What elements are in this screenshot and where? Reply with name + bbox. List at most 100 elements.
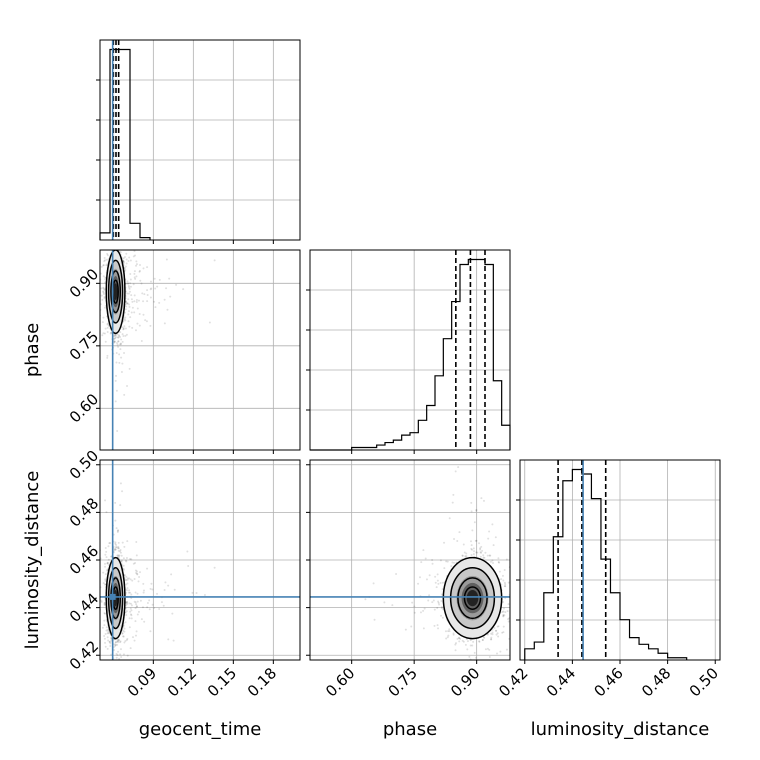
sample-point: [564, 625, 566, 627]
sample-point: [108, 238, 110, 240]
sample-point: [140, 618, 143, 621]
sample-point: [115, 666, 117, 668]
sample-point: [440, 605, 443, 608]
sample-point: [99, 241, 101, 243]
sample-point: [124, 265, 127, 268]
sample-point: [97, 581, 99, 583]
sample-point: [134, 569, 137, 572]
sample-point: [120, 217, 122, 219]
sample-point: [433, 624, 436, 627]
sample-point: [124, 316, 127, 319]
sample-point: [191, 591, 194, 594]
sample-point: [128, 617, 131, 620]
sample-point: [168, 277, 171, 280]
sample-point: [146, 289, 149, 292]
sample-point: [494, 536, 497, 539]
sample-point: [515, 557, 517, 559]
sample-point: [135, 554, 138, 557]
sample-point: [121, 362, 124, 365]
sample-point: [121, 632, 124, 635]
sample-point: [502, 610, 505, 613]
sample-point: [464, 406, 466, 408]
sample-point: [138, 571, 141, 574]
sample-point: [115, 342, 118, 345]
x-tick-label: 0.12: [164, 664, 200, 700]
sample-point: [496, 674, 498, 676]
sample-point: [109, 644, 112, 647]
contour-line: [107, 259, 124, 324]
xlabel-luminosity-distance: luminosity_distance: [531, 719, 710, 740]
sample-point: [142, 313, 145, 316]
sample-point: [431, 601, 434, 604]
sample-point: [108, 641, 111, 644]
sample-point: [154, 287, 157, 290]
sample-point: [133, 250, 136, 253]
density-level: [466, 590, 479, 607]
sample-point: [117, 639, 120, 642]
sample-point: [440, 593, 443, 596]
y-tick-label: 0.46: [66, 542, 102, 578]
sample-point: [488, 648, 491, 651]
sample-point: [126, 384, 129, 387]
contour-line: [442, 556, 503, 640]
sample-point: [81, 587, 83, 589]
sample-point: [495, 633, 498, 636]
sample-point: [148, 608, 151, 611]
sample-point: [115, 242, 117, 244]
sample-point: [106, 636, 109, 639]
sample-point: [125, 300, 128, 303]
sample-point: [125, 610, 128, 613]
sample-point: [119, 548, 122, 551]
sample-point: [115, 352, 118, 355]
sample-point: [486, 554, 489, 557]
sample-point: [462, 640, 465, 643]
sample-point: [125, 301, 128, 304]
sample-point: [186, 550, 189, 553]
sample-point: [120, 554, 123, 557]
sample-point: [503, 585, 506, 588]
sample-point: [117, 345, 120, 348]
sample-point: [104, 306, 107, 309]
sample-point: [469, 639, 472, 642]
sample-point: [484, 551, 487, 554]
sample-point: [127, 310, 130, 313]
sample-point: [114, 519, 117, 522]
sample-point: [118, 361, 121, 364]
sample-point: [127, 282, 130, 285]
sample-point: [149, 288, 152, 291]
sample-point: [125, 556, 128, 559]
sample-point: [123, 697, 125, 699]
sample-point: [439, 559, 442, 562]
sample-point: [118, 241, 120, 243]
sample-point: [124, 319, 127, 322]
sample-point: [107, 545, 110, 548]
sample-point: [120, 560, 123, 563]
sample-point: [488, 672, 490, 674]
sample-point: [502, 625, 505, 628]
sample-point: [129, 591, 132, 594]
y-tick-label: 0.44: [66, 589, 102, 625]
sample-point: [126, 302, 129, 305]
sample-point: [104, 562, 107, 565]
sample-point: [507, 581, 510, 584]
sample-point: [119, 343, 122, 346]
sample-point: [503, 581, 506, 584]
sample-point: [106, 647, 109, 650]
sample-point: [102, 275, 105, 278]
sample-point: [425, 578, 428, 581]
sample-point: [134, 277, 137, 280]
sample-point: [102, 286, 105, 289]
sample-point: [116, 671, 118, 673]
sample-point: [121, 247, 123, 249]
sample-point: [164, 581, 167, 584]
sample-point: [163, 322, 166, 325]
sample-point: [516, 580, 518, 582]
sample-point: [106, 568, 109, 571]
sample-point: [86, 309, 88, 311]
sample-point: [103, 619, 106, 622]
histogram-step: [524, 468, 688, 660]
sample-point: [125, 613, 128, 616]
sample-point: [133, 578, 136, 581]
sample-point: [502, 613, 505, 616]
sample-point: [130, 245, 132, 247]
